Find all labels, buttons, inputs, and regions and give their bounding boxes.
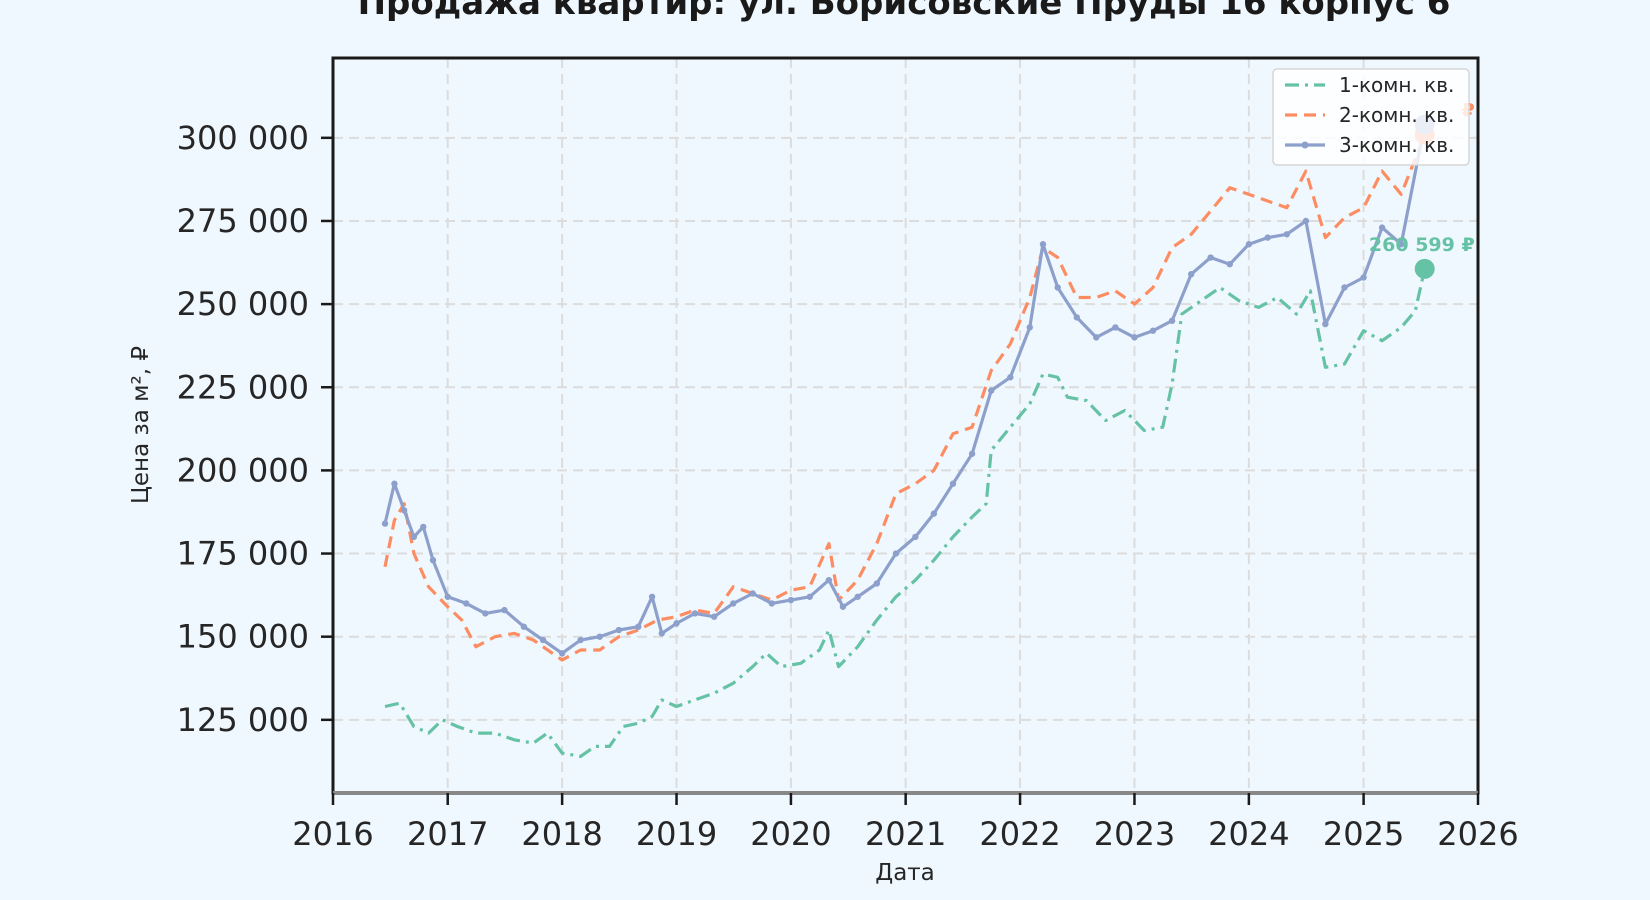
series-3-point <box>1245 241 1253 248</box>
series-3-point <box>710 613 718 620</box>
x-tick-label: 2026 <box>1437 815 1518 853</box>
legend-label-3: 3-комн. кв. <box>1339 133 1454 157</box>
series-3-point <box>1398 241 1405 248</box>
y-tick-label: 300 000 <box>177 119 309 157</box>
series-3-point <box>1322 320 1329 328</box>
series-3-point <box>1131 334 1138 341</box>
series-3-point <box>463 600 470 607</box>
series-3-point <box>1039 241 1047 248</box>
series-3-point <box>400 507 408 514</box>
series-lines <box>381 121 1428 759</box>
x-tick-label: 2024 <box>1208 815 1289 853</box>
series-line-2 <box>383 133 1427 662</box>
series-3-point <box>1026 324 1033 331</box>
series-3-point <box>1341 284 1348 291</box>
series-3-point <box>1149 327 1157 334</box>
x-tick-label: 2022 <box>979 815 1060 853</box>
series-3-point <box>429 556 437 564</box>
series-3-point <box>648 593 656 600</box>
series-3-point <box>615 626 623 634</box>
series-3-point <box>787 596 795 604</box>
y-tick-label: 250 000 <box>177 285 309 323</box>
legend-label-2: 2-комн. кв. <box>1339 103 1454 127</box>
x-axis-ticks: 2016 2017 2018 2019 2020 2021 2022 2023 2024 2025… <box>292 793 1519 853</box>
series-3-point <box>558 650 566 657</box>
series-3-point <box>1007 374 1014 381</box>
x-tick-label: 2021 <box>865 815 946 853</box>
series-3-point <box>596 633 603 640</box>
series-3-point <box>873 580 881 587</box>
series-3-point <box>1302 217 1310 225</box>
series-3-point <box>658 630 665 637</box>
series-3-point <box>749 590 756 597</box>
series-3-point <box>501 606 508 614</box>
series-3-point <box>806 593 813 600</box>
series-3-point <box>988 387 995 394</box>
series-3-point <box>691 610 699 617</box>
series-3-point <box>482 610 489 617</box>
series-3-point <box>730 600 737 607</box>
series-3-point <box>1112 324 1119 331</box>
series-3-point <box>1093 334 1100 341</box>
series-3-point <box>1283 231 1291 238</box>
series-3-point <box>1188 270 1195 278</box>
x-tick-label: 2019 <box>636 815 717 853</box>
series-3-point <box>968 450 976 457</box>
series-3-point <box>635 623 642 630</box>
series-3-point <box>949 480 957 487</box>
x-tick-label: 2016 <box>292 815 373 853</box>
x-tick-label: 2020 <box>750 815 831 853</box>
y-tick-label: 150 000 <box>177 618 309 656</box>
end-value-label: 260 599 ₽ <box>1369 234 1475 256</box>
y-tick-label: 275 000 <box>177 202 309 240</box>
series-3-point <box>930 510 938 517</box>
series-3-point <box>381 520 389 527</box>
series-3-point <box>577 636 584 644</box>
y-tick-label: 200 000 <box>177 451 309 489</box>
series-3-point <box>444 593 451 600</box>
series-3-point <box>1226 260 1233 268</box>
legend-marker-3 <box>1301 141 1309 149</box>
legend-box <box>1272 68 1470 166</box>
series-3-point <box>892 550 900 557</box>
series-3-point <box>1360 274 1367 281</box>
y-axis-label: Цена за м², ₽ <box>128 346 154 504</box>
y-tick-label: 125 000 <box>177 701 309 739</box>
series-3-point <box>1207 254 1214 261</box>
series-3-point <box>768 600 776 607</box>
series-line-1 <box>384 268 1427 759</box>
y-axis-ticks: 125 000 150 000 175 000 200 000 225 000 250 0… <box>177 119 333 739</box>
series-3-point <box>839 603 847 610</box>
y-tick-label: 175 000 <box>177 535 309 573</box>
series-3-point <box>391 480 398 487</box>
series-3-point <box>825 576 833 584</box>
series-3-point <box>539 636 547 644</box>
end-marker-1 <box>1414 258 1435 279</box>
series-line-3 <box>383 124 1427 655</box>
chart-title: Продажа квартир: ул. Борисовские Пруды 1… <box>358 0 1451 23</box>
legend: 1-комн. кв. 2-комн. кв. 3-комн. кв. <box>1272 68 1470 166</box>
series-3-point <box>420 523 427 531</box>
x-tick-label: 2025 <box>1323 815 1404 853</box>
series-3-point <box>673 620 680 627</box>
x-tick-label: 2018 <box>521 815 602 853</box>
series-3-point <box>410 533 418 541</box>
series-3-point <box>1054 284 1061 291</box>
x-axis-label: Дата <box>875 860 935 886</box>
grid <box>332 58 1479 793</box>
series-3-point <box>520 623 528 630</box>
series-3-point <box>1264 234 1271 241</box>
x-tick-label: 2017 <box>407 815 488 853</box>
series-3-point <box>1378 224 1386 231</box>
series-3-point <box>854 593 861 600</box>
series-3-point <box>1073 314 1080 321</box>
series-3-point <box>1168 317 1176 324</box>
x-tick-label: 2023 <box>1094 815 1175 853</box>
series-3-point <box>912 533 919 541</box>
y-tick-label: 225 000 <box>177 368 309 406</box>
legend-label-1: 1-комн. кв. <box>1339 73 1454 97</box>
